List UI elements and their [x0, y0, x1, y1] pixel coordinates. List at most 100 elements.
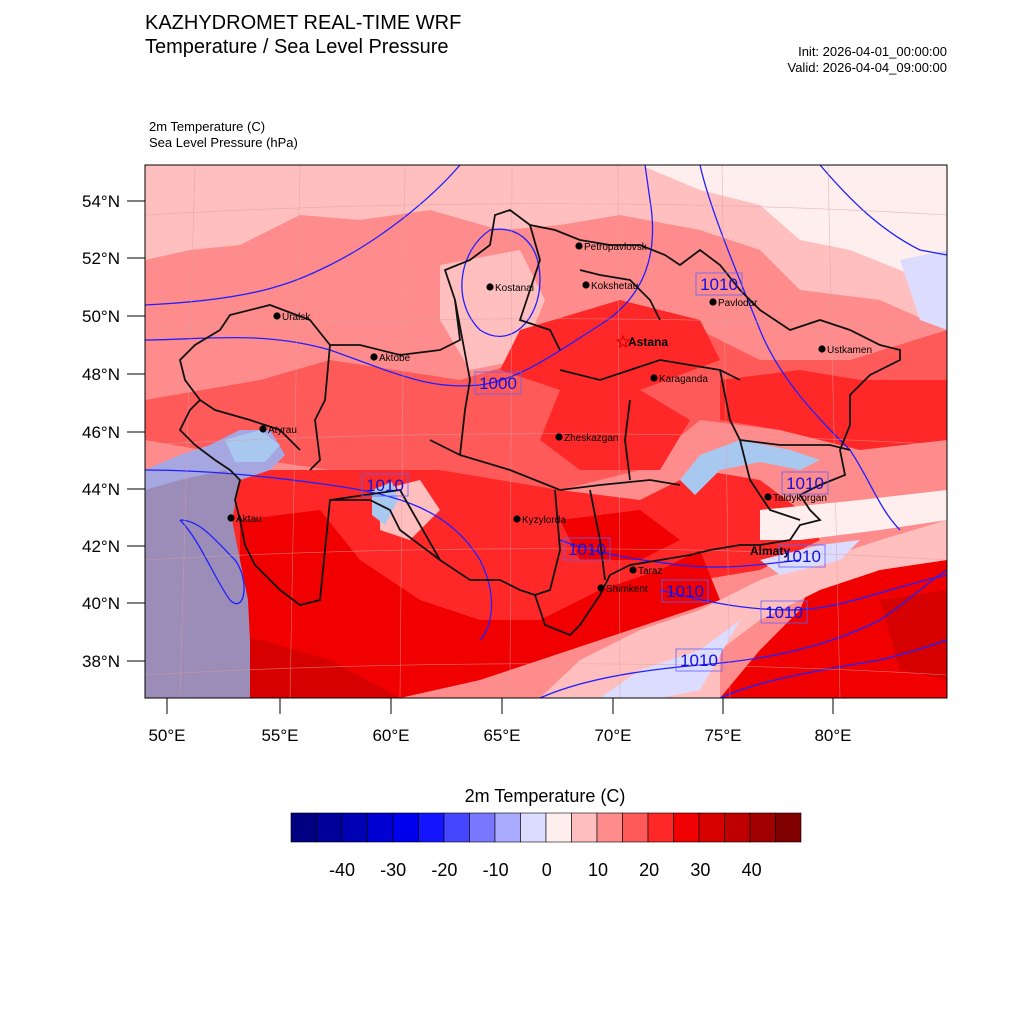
colorbar-swatch: [725, 813, 751, 842]
city-label: Uralsk: [282, 312, 311, 323]
colorbar-tick-label: 20: [639, 860, 659, 881]
isobar-label: 1010: [362, 474, 408, 496]
lat-tick-label: 50°N: [82, 307, 120, 326]
colorbar-tick-label: 0: [542, 860, 552, 881]
isobar-label: 1000: [475, 372, 521, 394]
city-ustkamen: Ustkamen: [818, 345, 872, 356]
colorbar-swatch: [291, 813, 317, 842]
city-dot-icon: [370, 353, 377, 360]
colorbar-tick-label: -40: [329, 860, 355, 881]
colorbar-swatch: [572, 813, 598, 842]
city-label: Taraz: [638, 566, 662, 577]
city-zheskazgan: Zheskazgan: [555, 433, 618, 444]
colorbar-swatch: [546, 813, 572, 842]
svg-text:1010: 1010: [786, 474, 824, 493]
longitude-axis: 50°E 55°E 60°E 65°E 70°E 75°E 80°E: [148, 698, 851, 745]
city-dot-icon: [582, 281, 589, 288]
svg-text:1010: 1010: [366, 476, 404, 495]
latitude-axis: 54°N 52°N 50°N 48°N 46°N 44°N 42°N 40°N 38°N: [82, 192, 145, 671]
city-label: Pavlodar: [718, 298, 758, 309]
city-label: Kostanai: [495, 283, 534, 294]
lat-tick-label: 44°N: [82, 480, 120, 499]
city-dot-icon: [650, 374, 657, 381]
colorbar-swatch: [317, 813, 343, 842]
colorbar-swatch: [470, 813, 496, 842]
city-label: Astana: [628, 335, 668, 349]
city-label: Ustkamen: [827, 345, 872, 356]
lat-tick-label: 54°N: [82, 192, 120, 211]
isobar-label: 1010: [662, 580, 708, 602]
colorbar: [290, 812, 802, 844]
city-label: Aktobe: [379, 353, 411, 364]
city-label: Kokshetau: [591, 281, 638, 292]
colorbar-title: 2m Temperature (C): [0, 786, 1024, 807]
svg-text:1000: 1000: [479, 374, 517, 393]
city-dot-icon: [227, 514, 234, 521]
svg-text:1010: 1010: [700, 275, 738, 294]
colorbar-swatch: [521, 813, 547, 842]
city-label: Karaganda: [659, 374, 708, 385]
city-dot-icon: [513, 515, 520, 522]
city-label: Atyrau: [268, 425, 297, 436]
colorbar-swatch: [342, 813, 368, 842]
svg-text:1010: 1010: [568, 540, 606, 559]
colorbar-swatch: [699, 813, 725, 842]
colorbar-swatch: [674, 813, 700, 842]
colorbar-tick-label: 10: [588, 860, 608, 881]
city-kokshetau: Kokshetau: [582, 281, 638, 292]
svg-text:1010: 1010: [765, 603, 803, 622]
colorbar-swatch: [444, 813, 470, 842]
lat-tick-label: 52°N: [82, 249, 120, 268]
city-dot-icon: [259, 425, 266, 432]
colorbar-swatch: [368, 813, 394, 842]
lat-tick-label: 46°N: [82, 423, 120, 442]
colorbar-tick-label: -30: [380, 860, 406, 881]
isobar-label: 1010: [696, 273, 742, 295]
lon-tick-label: 75°E: [704, 726, 741, 745]
city-kyzylorda: Kyzylorda: [513, 515, 566, 526]
city-dot-icon: [597, 584, 604, 591]
svg-text:1010: 1010: [666, 582, 704, 601]
lat-tick-label: 40°N: [82, 594, 120, 613]
isobar-label: 1010: [761, 601, 807, 623]
isobar-label: 1010: [782, 472, 828, 494]
svg-text:1010: 1010: [680, 651, 718, 670]
isobar-label: 1010: [676, 649, 722, 671]
city-dot-icon: [486, 283, 493, 290]
map-panel: 54°N 52°N 50°N 48°N 46°N 44°N 42°N 40°N 38°N 50°…: [0, 0, 1024, 760]
city-karaganda: Karaganda: [650, 374, 708, 385]
city-dot-icon: [555, 433, 562, 440]
lon-tick-label: 55°E: [261, 726, 298, 745]
colorbar-swatch: [419, 813, 445, 842]
isobar-label: 1010: [779, 545, 825, 567]
city-label: Aktau: [236, 514, 262, 525]
city-dot-icon: [629, 566, 636, 573]
colorbar-swatch: [648, 813, 674, 842]
lon-tick-label: 70°E: [594, 726, 631, 745]
city-dot-icon: [818, 345, 825, 352]
isobar-label: 1010: [564, 538, 610, 560]
city-dot-icon: [575, 242, 582, 249]
lat-tick-label: 38°N: [82, 652, 120, 671]
colorbar-swatch: [776, 813, 802, 842]
lon-tick-label: 60°E: [372, 726, 409, 745]
lat-tick-label: 42°N: [82, 537, 120, 556]
svg-text:1010: 1010: [783, 547, 821, 566]
lon-tick-label: 80°E: [814, 726, 851, 745]
colorbar-swatch: [393, 813, 419, 842]
city-dot-icon: [764, 493, 771, 500]
city-label: Kyzylorda: [522, 515, 566, 526]
lat-tick-label: 48°N: [82, 365, 120, 384]
city-label: Zheskazgan: [564, 433, 618, 444]
colorbar-swatch: [750, 813, 776, 842]
city-dot-icon: [709, 298, 716, 305]
city-taldykorgan: Taldykorgan: [764, 493, 827, 504]
colorbar-tick-label: -10: [483, 860, 509, 881]
colorbar-swatch: [495, 813, 521, 842]
city-label: Petropavlovsk: [584, 242, 648, 253]
city-dot-icon: [273, 312, 280, 319]
city-label: Taldykorgan: [773, 493, 827, 504]
colorbar-tick-label: 30: [690, 860, 710, 881]
colorbar-swatch: [597, 813, 623, 842]
colorbar-tick-label: -20: [431, 860, 457, 881]
